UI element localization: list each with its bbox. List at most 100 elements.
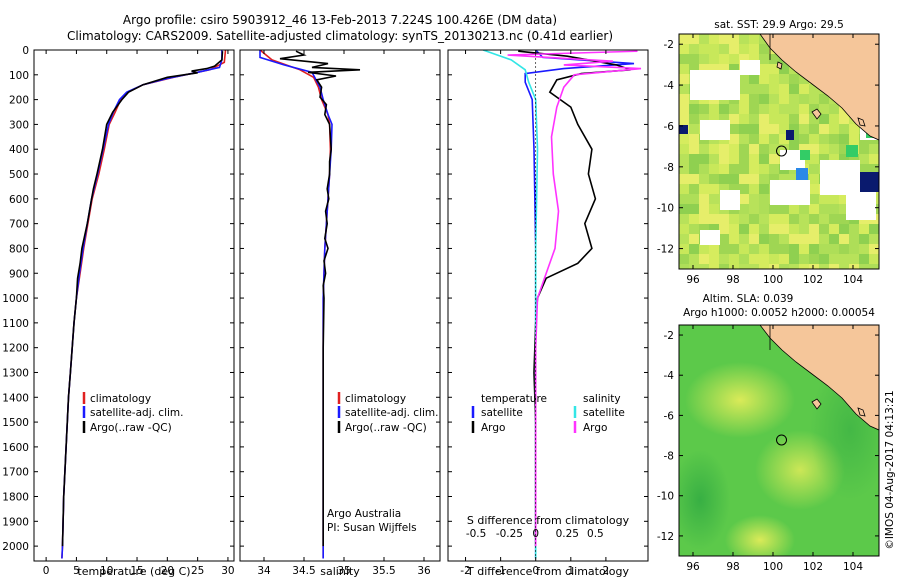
sst-cell xyxy=(689,124,699,134)
sst-cell xyxy=(769,124,779,134)
sst-cell xyxy=(709,164,719,174)
sst-cell xyxy=(679,224,689,234)
sst-cell xyxy=(709,254,719,264)
sst-cell xyxy=(709,214,719,224)
sst-cell xyxy=(719,214,729,224)
sst-missing-data xyxy=(846,190,876,220)
sst-cell xyxy=(719,44,729,54)
y-tick-label: -4 xyxy=(664,80,675,92)
sst-cell xyxy=(749,104,759,114)
sst-cell xyxy=(819,144,829,154)
sst-cell xyxy=(739,104,749,114)
y-tick-label: 0 xyxy=(22,45,29,57)
sst-cell xyxy=(679,144,689,154)
sla-map-panel: Altim. SLA: 0.039 Argo h1000: 0.0052 h20… xyxy=(657,293,880,573)
sst-cell xyxy=(699,264,709,269)
island xyxy=(857,407,866,417)
sst-cell xyxy=(709,244,719,254)
sst-cell xyxy=(809,214,819,224)
sst-cell xyxy=(749,184,759,194)
sst-cell xyxy=(689,64,699,74)
sst-cell xyxy=(809,144,819,154)
sst-cell xyxy=(809,194,819,204)
sst-cell xyxy=(849,124,859,134)
sst-cell xyxy=(749,84,759,94)
sst-cell xyxy=(839,244,849,254)
temperature-xlabel: temperature (deg C) xyxy=(77,565,190,578)
sst-cell xyxy=(859,224,869,234)
sst-missing-data xyxy=(780,150,805,170)
sst-cell xyxy=(739,184,749,194)
sst-cell xyxy=(789,214,799,224)
sst-cell xyxy=(829,214,839,224)
sst-cell xyxy=(689,144,699,154)
sst-cell xyxy=(759,94,769,104)
difference-ticks: -2 -1 0 1 2 -0.5 -0.25 0 0.25 0.5 xyxy=(448,49,648,577)
sst-cell xyxy=(699,44,709,54)
sst-cell xyxy=(839,254,849,264)
salinity-annotation-line2: PI: Susan Wijffels xyxy=(327,522,417,534)
sst-cell xyxy=(769,54,779,64)
sst-cell xyxy=(709,194,719,204)
sst-cell xyxy=(789,204,799,214)
sst-cell xyxy=(729,104,739,114)
sst-cell xyxy=(779,74,789,84)
x-tick-label: 25 xyxy=(191,565,204,577)
sst-cell xyxy=(809,264,819,269)
sst-map-frame xyxy=(678,33,880,270)
sst-cell xyxy=(709,114,719,124)
sst-cell xyxy=(749,94,759,104)
sst-cell xyxy=(749,214,759,224)
sst-cell xyxy=(739,74,749,84)
y-tick-label: 400 xyxy=(9,144,29,156)
legend-label-climatology: climatology xyxy=(345,393,406,405)
sst-cell xyxy=(719,254,729,264)
sst-cell xyxy=(729,264,739,269)
sst-cell xyxy=(819,114,829,124)
sst-cell xyxy=(819,134,829,144)
sst-cell xyxy=(819,234,829,244)
sst-cell xyxy=(679,234,689,244)
sst-cell xyxy=(749,44,759,54)
y-tick-label: 600 xyxy=(9,194,29,206)
y-tick-label: 1700 xyxy=(2,467,29,479)
sst-cell xyxy=(869,224,879,234)
sla-anomaly-high xyxy=(725,515,795,556)
sst-cell xyxy=(699,144,709,154)
sst-cell xyxy=(729,134,739,144)
sst-cell xyxy=(829,154,839,164)
sst-cell xyxy=(839,154,849,164)
sst-missing-data xyxy=(700,120,730,140)
sla-map-frame xyxy=(678,324,880,557)
sst-cell xyxy=(709,224,719,234)
x-tick-label: 35.5 xyxy=(372,565,395,577)
island xyxy=(811,108,822,120)
sst-cell xyxy=(769,154,779,164)
sst-cell xyxy=(729,254,739,264)
sst-cell xyxy=(779,84,789,94)
sst-cell xyxy=(679,64,689,74)
sst-cell xyxy=(859,164,869,174)
sst-cell xyxy=(799,134,809,144)
sst-cell xyxy=(769,244,779,254)
sst-cell xyxy=(759,144,769,154)
y-tick-label: -8 xyxy=(664,451,674,463)
difference-panel: -2 -1 0 1 2 -0.5 -0.25 0 0.25 0.5 S difference fr… xyxy=(447,49,649,578)
sst-missing-data xyxy=(690,70,740,100)
sst-cell xyxy=(829,234,839,244)
sst-cell xyxy=(839,144,849,154)
sst-cell xyxy=(759,134,769,144)
sst-cell xyxy=(779,104,789,114)
sst-anomaly-cell xyxy=(846,145,858,157)
sst-cell xyxy=(759,194,769,204)
sst-cell xyxy=(759,224,769,234)
sst-cell xyxy=(679,214,689,224)
sst-cell xyxy=(839,124,849,134)
series-line-climatology xyxy=(61,50,227,559)
sst-cell xyxy=(679,74,689,84)
sst-cell xyxy=(719,144,729,154)
y-tick-label: 1500 xyxy=(2,417,29,429)
sst-cell xyxy=(809,114,819,124)
sst-cell xyxy=(759,154,769,164)
sst-cell xyxy=(799,124,809,134)
